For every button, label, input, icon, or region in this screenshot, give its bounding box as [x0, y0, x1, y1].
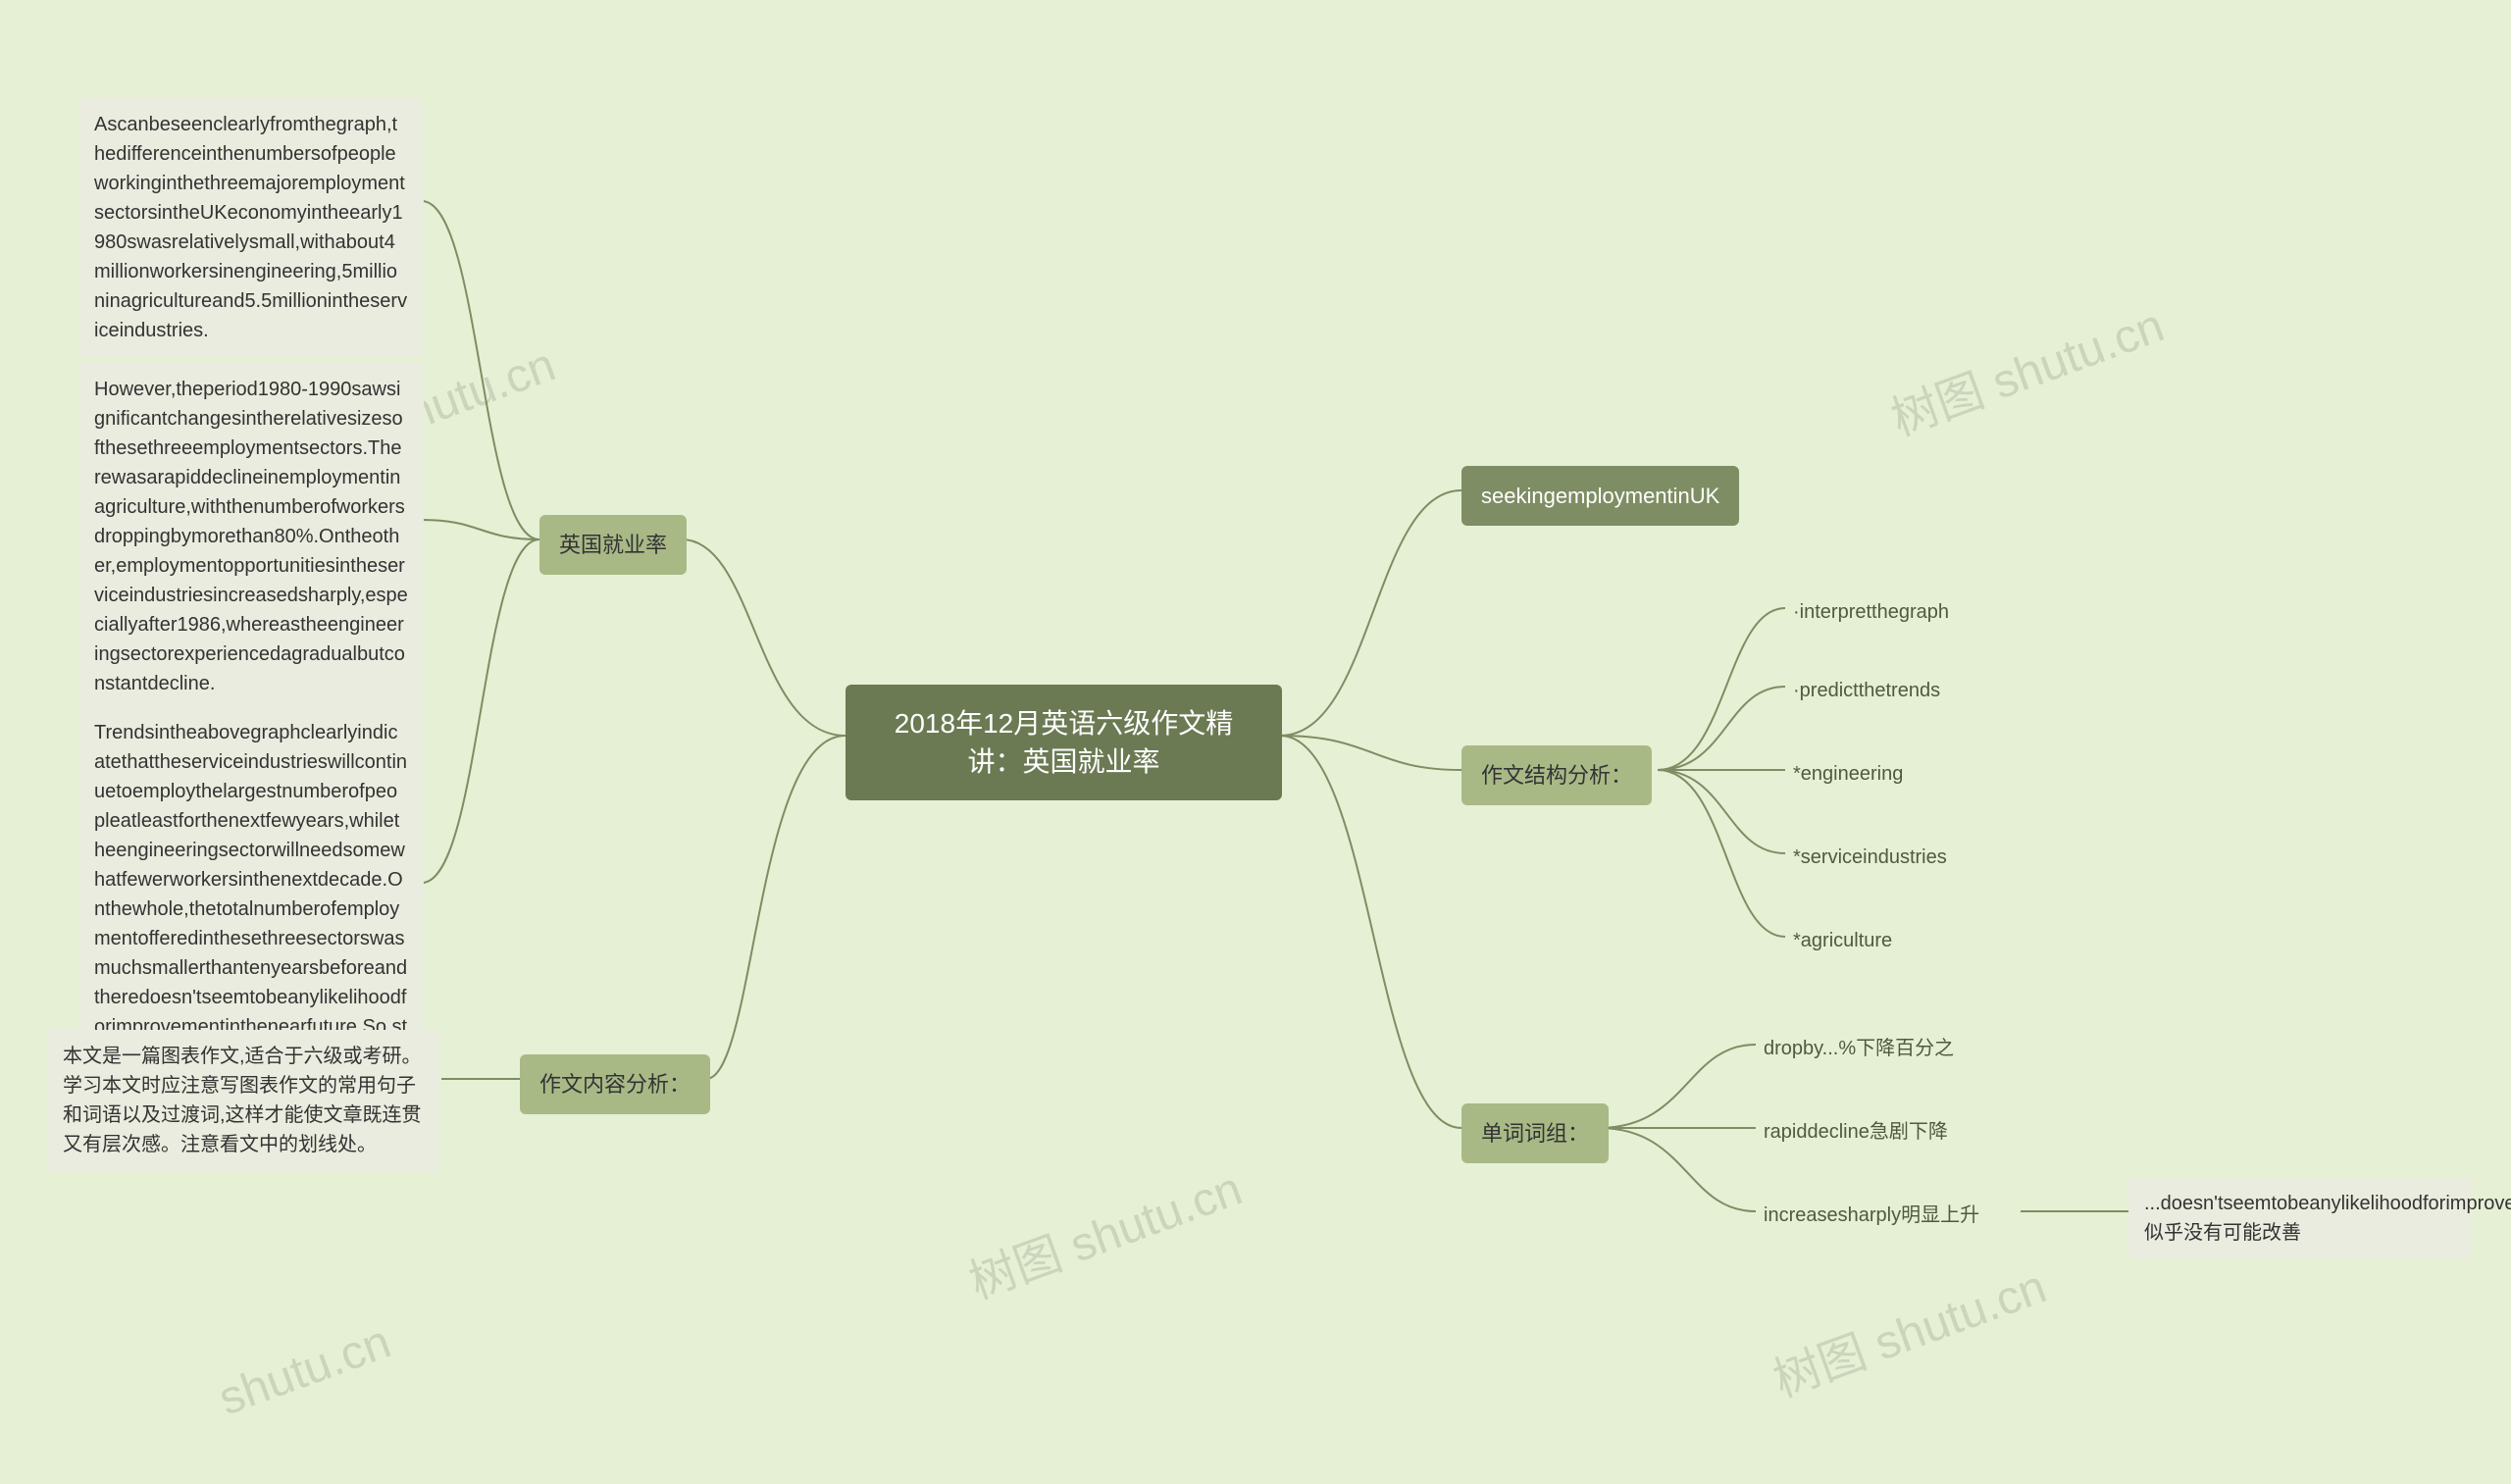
leaf-engineering[interactable]: *engineering [1785, 755, 1911, 793]
watermark: 树图 shutu.cn [1880, 286, 2172, 448]
leaf-likelihood[interactable]: ...doesn'tseemtobeanylikelihoodforimprov… [2128, 1177, 2472, 1259]
watermark: shutu.cn [212, 1315, 397, 1427]
leaf-predict-trends[interactable]: ·predictthetrends [1785, 672, 1948, 709]
branch-seeking-employment[interactable]: seekingemploymentinUK [1461, 466, 1739, 526]
leaf-dropby[interactable]: dropby...%下降百分之 [1756, 1030, 1962, 1067]
branch-structure-analysis[interactable]: 作文结构分析： [1461, 745, 1652, 805]
watermark: 树图 shutu.cn [1763, 1248, 2054, 1409]
leaf-paragraph-2[interactable]: However,theperiod1980-1990sawsignificant… [78, 363, 424, 710]
leaf-content-analysis-text[interactable]: 本文是一篇图表作文,适合于六级或考研。学习本文时应注意写图表作文的常用句子和词语… [47, 1030, 439, 1171]
leaf-service-industries[interactable]: *serviceindustries [1785, 839, 1955, 876]
watermark: 树图 shutu.cn [958, 1150, 1250, 1311]
leaf-agriculture[interactable]: *agriculture [1785, 922, 1900, 959]
leaf-interpret-graph[interactable]: ·interpretthegraph [1785, 593, 1957, 631]
branch-uk-employment[interactable]: 英国就业率 [539, 515, 687, 575]
leaf-increase-sharply[interactable]: increasesharply明显上升 [1756, 1197, 1987, 1234]
leaf-paragraph-1[interactable]: Ascanbeseenclearlyfromthegraph,thediffer… [78, 98, 424, 357]
branch-vocabulary[interactable]: 单词词组： [1461, 1103, 1609, 1163]
branch-content-analysis[interactable]: 作文内容分析： [520, 1054, 710, 1114]
mindmap-root[interactable]: 2018年12月英语六级作文精讲：英国就业率 [846, 685, 1282, 800]
leaf-rapid-decline[interactable]: rapiddecline急剧下降 [1756, 1113, 1956, 1151]
